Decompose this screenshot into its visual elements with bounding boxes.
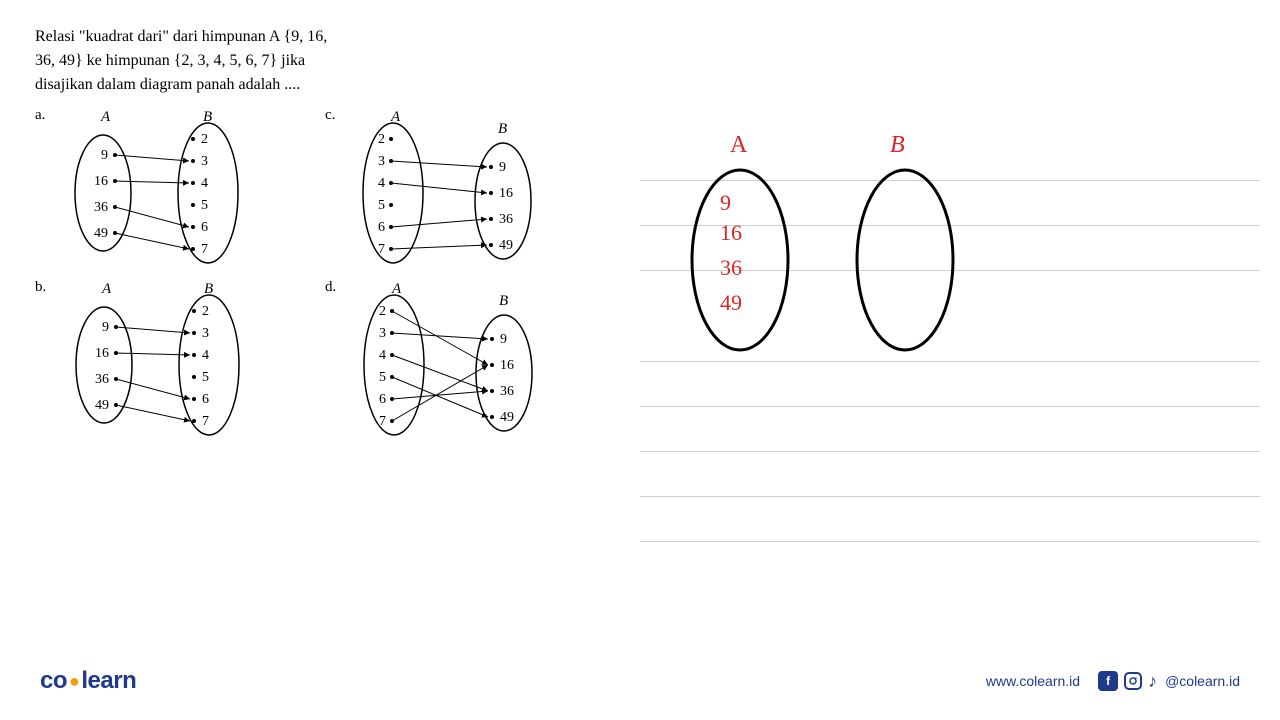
option-a-label: a.	[35, 107, 45, 124]
question-text: Relasi "kuadrat dari" dari himpunan A {9…	[35, 25, 455, 97]
svg-text:5: 5	[378, 198, 385, 213]
svg-text:16: 16	[500, 358, 514, 373]
options-grid: a. A B 9 16 36 49 2 3 4 5 6 7	[35, 105, 595, 437]
svg-text:9: 9	[500, 332, 507, 347]
svg-text:36: 36	[94, 200, 108, 215]
svg-text:6: 6	[379, 392, 386, 407]
svg-text:9: 9	[101, 148, 108, 163]
option-d-label: d.	[325, 279, 336, 296]
svg-text:36: 36	[95, 372, 109, 387]
ruled-line	[640, 541, 1260, 542]
svg-text:4: 4	[202, 348, 209, 363]
svg-text:6: 6	[201, 220, 208, 235]
option-c-label: c.	[325, 107, 335, 124]
option-b-label: b.	[35, 279, 46, 296]
svg-text:A: A	[100, 109, 111, 125]
hand-val-49: 49	[720, 290, 742, 315]
svg-text:7: 7	[378, 242, 385, 257]
svg-text:A: A	[101, 281, 112, 297]
hand-ellipse-b	[857, 170, 953, 350]
svg-text:6: 6	[202, 392, 209, 407]
question-line1: Relasi "kuadrat dari" dari himpunan A {9…	[35, 28, 327, 45]
svg-text:49: 49	[500, 410, 514, 425]
logo: co●learn	[40, 667, 136, 695]
svg-text:2: 2	[379, 304, 386, 319]
svg-text:16: 16	[499, 186, 513, 201]
svg-text:7: 7	[379, 414, 386, 429]
work-area: A B 9 16 36 49	[640, 80, 1260, 640]
svg-text:9: 9	[102, 320, 109, 335]
hand-val-36: 36	[720, 255, 742, 280]
svg-text:6: 6	[378, 220, 385, 235]
ruled-line	[640, 451, 1260, 452]
social-handle: @colearn.id	[1165, 673, 1240, 689]
svg-text:2: 2	[201, 132, 208, 147]
option-b: b. A B 9 16 36 49 2 3 4 5 6 7	[35, 277, 305, 437]
ruled-line	[640, 406, 1260, 407]
option-c-diagram: A B 2 3 4 5 6 7 9 16 36 49	[343, 105, 553, 265]
option-a-diagram: A B 9 16 36 49 2 3 4 5 6 7	[53, 105, 263, 265]
svg-text:3: 3	[202, 326, 209, 341]
logo-dot: ●	[69, 671, 79, 691]
footer: co●learn www.colearn.id f ♪ @colearn.id	[40, 667, 1240, 695]
svg-text:4: 4	[201, 176, 208, 191]
svg-text:36: 36	[499, 212, 513, 227]
website-link[interactable]: www.colearn.id	[986, 673, 1080, 689]
hand-val-9: 9	[720, 190, 731, 215]
ruled-line	[640, 496, 1260, 497]
option-c: c. A B 2 3 4 5 6 7 9 16 36 49	[325, 105, 595, 265]
svg-text:2: 2	[202, 304, 209, 319]
svg-text:5: 5	[202, 370, 209, 385]
option-a: a. A B 9 16 36 49 2 3 4 5 6 7	[35, 105, 305, 265]
svg-text:49: 49	[94, 226, 108, 241]
svg-text:3: 3	[201, 154, 208, 169]
svg-text:4: 4	[379, 348, 386, 363]
hand-val-16: 16	[720, 220, 742, 245]
option-d-diagram: A B 2 3 4 5 6 7 9 16 36 49	[344, 277, 554, 437]
option-b-diagram: A B 9 16 36 49 2 3 4 5 6 7	[54, 277, 264, 437]
svg-text:7: 7	[202, 414, 209, 429]
socials: f ♪ @colearn.id	[1098, 671, 1240, 692]
svg-text:2: 2	[378, 132, 385, 147]
hand-label-b: B	[890, 132, 905, 158]
svg-text:3: 3	[378, 154, 385, 169]
question-line2: 36, 49} ke himpunan {2, 3, 4, 5, 6, 7} j…	[35, 52, 305, 69]
tiktok-icon[interactable]: ♪	[1148, 671, 1157, 692]
logo-learn: learn	[81, 667, 136, 694]
svg-text:9: 9	[499, 160, 506, 175]
svg-text:7: 7	[201, 242, 208, 257]
svg-text:16: 16	[95, 346, 109, 361]
svg-text:3: 3	[379, 326, 386, 341]
instagram-icon[interactable]	[1124, 672, 1142, 690]
svg-text:B: B	[498, 121, 507, 137]
hand-label-a: A	[730, 132, 748, 158]
question-line3: disajikan dalam diagram panah adalah ...…	[35, 76, 300, 93]
option-d: d. A B 2 3 4 5 6 7 9 16 36 49	[325, 277, 595, 437]
svg-text:5: 5	[201, 198, 208, 213]
svg-text:4: 4	[378, 176, 385, 191]
facebook-icon[interactable]: f	[1098, 671, 1118, 691]
svg-text:36: 36	[500, 384, 514, 399]
svg-text:B: B	[499, 293, 508, 309]
hand-diagram: A B 9 16 36 49	[670, 130, 1030, 390]
logo-co: co	[40, 667, 67, 694]
question-panel: Relasi "kuadrat dari" dari himpunan A {9…	[35, 25, 595, 437]
footer-right: www.colearn.id f ♪ @colearn.id	[986, 671, 1240, 692]
svg-text:5: 5	[379, 370, 386, 385]
svg-text:16: 16	[94, 174, 108, 189]
svg-text:49: 49	[499, 238, 513, 253]
svg-text:49: 49	[95, 398, 109, 413]
